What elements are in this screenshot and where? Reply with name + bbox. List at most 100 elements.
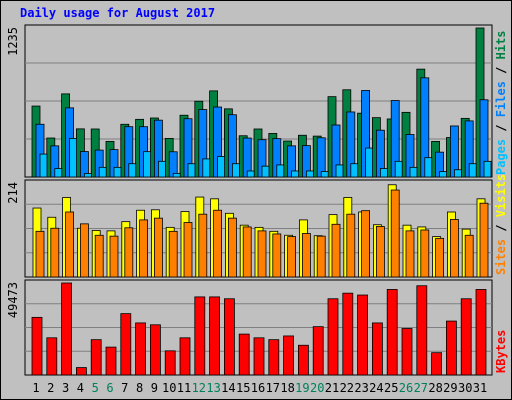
bar-hits-pages [379, 168, 388, 178]
bar-kbytes-kbytes [61, 282, 72, 376]
bar-visits-sites [183, 222, 193, 278]
bar-hits-pages [453, 169, 462, 178]
x-tick-label: 6 [106, 381, 113, 395]
bar-visits-sites [153, 217, 163, 278]
bar-visits-sites [168, 230, 178, 278]
x-tick-label: 2 [47, 381, 54, 395]
bar-hits-pages [335, 164, 344, 178]
bar-visits-sites [331, 223, 341, 278]
legend-entry: Sites [494, 239, 508, 275]
bar-kbytes-kbytes [312, 326, 324, 376]
chart-title: Daily usage for August 2017 [20, 6, 216, 20]
x-tick-label: 13 [206, 381, 220, 395]
y-max-label-hits: 1235 [6, 27, 20, 56]
bar-kbytes-kbytes [164, 350, 176, 376]
x-tick-label: 28 [428, 381, 442, 395]
bar-hits-pages [246, 170, 255, 178]
bar-hits-pages [217, 156, 226, 178]
bar-hits-pages [113, 166, 122, 178]
bar-hits-pages [157, 160, 166, 178]
bar-visits-sites [213, 209, 223, 278]
bar-hits-pages [291, 170, 300, 178]
x-tick-label: 9 [151, 381, 158, 395]
bar-kbytes-kbytes [327, 298, 339, 376]
bar-visits-sites [109, 235, 119, 278]
x-tick-label: 29 [443, 381, 457, 395]
bar-visits-sites [227, 217, 237, 278]
x-tick-label: 24 [369, 381, 383, 395]
bar-kbytes-kbytes [105, 346, 117, 376]
bar-hits-pages [172, 172, 181, 178]
bar-kbytes-kbytes [445, 320, 457, 376]
bar-visits-sites [464, 234, 474, 278]
bar-visits-sites [139, 219, 149, 278]
x-tick-label: 30 [458, 381, 472, 395]
legend-visits: Sites / Visits [494, 174, 508, 275]
x-tick-label: 26 [399, 381, 413, 395]
bar-hits-pages [261, 165, 270, 178]
bar-hits-files [449, 125, 459, 178]
legend-entry: KBytes [494, 330, 508, 373]
x-tick-label: 15 [236, 381, 250, 395]
bar-kbytes-kbytes [283, 335, 295, 376]
x-tick-label: 16 [251, 381, 265, 395]
x-tick-label: 1 [32, 381, 39, 395]
bar-visits-sites [94, 234, 104, 278]
x-tick-label: 19 [295, 381, 309, 395]
bar-visits-sites [242, 226, 252, 278]
y-max-label-visits: 214 [6, 182, 20, 204]
x-tick-label: 3 [62, 381, 69, 395]
x-tick-label: 11 [177, 381, 191, 395]
bar-kbytes-kbytes [371, 322, 383, 376]
bar-hits-pages [143, 151, 152, 178]
legend-entry: Visits [494, 174, 508, 217]
x-tick-label: 5 [92, 381, 99, 395]
bar-kbytes-kbytes [297, 344, 309, 376]
bar-visits-sites [50, 227, 60, 278]
bar-visits-sites [287, 236, 297, 278]
x-tick-label: 18 [280, 381, 294, 395]
bar-hits-files [80, 151, 89, 178]
bar-visits-sites [361, 210, 371, 278]
bar-kbytes-kbytes [460, 298, 472, 376]
bar-visits-sites [124, 227, 134, 278]
bar-visits-sites [257, 230, 267, 278]
x-tick-label: 14 [221, 381, 235, 395]
x-tick-label: 27 [414, 381, 428, 395]
bar-kbytes-kbytes [238, 333, 250, 376]
bar-hits-files [316, 137, 326, 178]
bar-kbytes-kbytes [149, 324, 161, 376]
bar-hits-pages [69, 137, 77, 178]
bar-visits-sites [198, 213, 208, 278]
bar-hits-pages [276, 164, 285, 178]
legend-kbytes: KBytes [494, 330, 508, 373]
bar-hits-pages [305, 170, 314, 178]
legend-entry: / [494, 59, 508, 81]
bar-kbytes-kbytes [416, 285, 428, 376]
bar-hits-pages [394, 160, 403, 178]
bar-visits-sites [479, 202, 489, 278]
bar-hits-pages [39, 153, 48, 178]
x-tick-label: 8 [136, 381, 143, 395]
bar-kbytes-kbytes [357, 294, 369, 376]
x-tick-label: 10 [162, 381, 176, 395]
bar-kbytes-kbytes [179, 337, 191, 376]
bar-hits-pages [98, 166, 107, 178]
bar-hits-pages [468, 163, 477, 178]
bar-visits-sites [346, 213, 356, 278]
x-tick-label: 7 [121, 381, 128, 395]
x-tick-label: 25 [384, 381, 398, 395]
x-tick-label: 12 [192, 381, 206, 395]
bar-visits-sites [449, 219, 459, 278]
x-tick-label: 23 [354, 381, 368, 395]
bar-kbytes-kbytes [268, 339, 280, 376]
bar-kbytes-kbytes [342, 292, 354, 376]
bar-hits-pages [54, 168, 63, 178]
bar-kbytes-kbytes [76, 367, 87, 376]
bar-kbytes-kbytes [209, 296, 221, 376]
bar-visits-sites [301, 233, 311, 278]
bar-hits-pages [409, 166, 418, 178]
bar-kbytes-kbytes [401, 328, 413, 376]
legend-entry: Pages [494, 139, 508, 175]
